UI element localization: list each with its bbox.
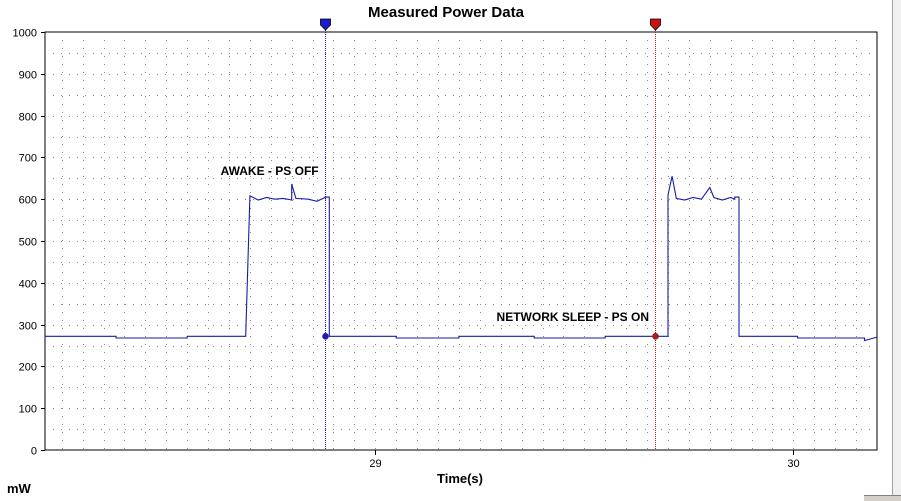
cursor-handle-icon[interactable] <box>650 18 661 31</box>
annotation-label: NETWORK SLEEP - PS ON <box>497 310 649 324</box>
marker-layer[interactable] <box>320 18 661 450</box>
y-tick-label: 200 <box>19 362 37 374</box>
scrollbar-corner <box>864 495 901 501</box>
annotation-label: AWAKE - PS OFF <box>221 164 319 178</box>
y-tick-label: 500 <box>19 237 37 249</box>
cursor-handle-icon[interactable] <box>320 18 331 31</box>
y-axis-label: mW <box>7 481 32 496</box>
annotation-layer: AWAKE - PS OFF NETWORK SLEEP - PS ON <box>221 164 649 324</box>
cursor-point <box>322 333 329 340</box>
series-layer <box>45 176 878 342</box>
window-border <box>892 0 901 501</box>
y-tick-label: 0 <box>31 446 37 458</box>
y-tick-label: 700 <box>19 153 37 165</box>
y-tick-label: 300 <box>19 321 37 333</box>
x-tick-label: 30 <box>787 458 799 470</box>
y-tick-label: 800 <box>19 112 37 124</box>
y-tick-label: 600 <box>19 195 37 207</box>
y-tick-label: 100 <box>19 404 37 416</box>
y-tick-label: 400 <box>19 279 37 291</box>
y-tick-label: 900 <box>19 70 37 82</box>
x-tick-label: 29 <box>369 458 381 470</box>
power-series-line <box>45 176 878 342</box>
cursor-point <box>652 333 659 340</box>
tick-layer: 0 100 200 300 400 500 600 700 800 900 1000 29 30 <box>13 28 800 471</box>
x-axis-label: Time(s) <box>437 471 483 486</box>
grid-layer <box>44 31 878 451</box>
y-tick-label: 1000 <box>13 28 37 40</box>
chart-title: Measured Power Data <box>368 4 525 21</box>
